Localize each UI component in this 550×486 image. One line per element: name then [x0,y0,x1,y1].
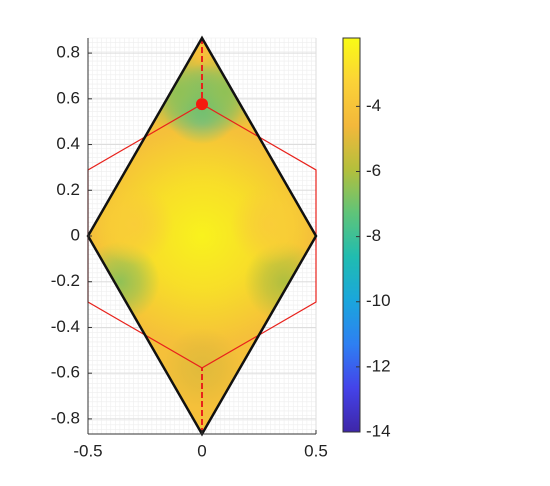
y-tick-label: -0.2 [51,271,80,290]
y-tick-label: 0.8 [56,43,80,62]
x-tick-label: -0.5 [73,441,102,460]
x-tick-label: 0.5 [304,441,328,460]
field-spot [93,184,174,265]
colorbar-tick-label: -6 [366,161,381,180]
x-tick-label: 0 [197,441,206,460]
colorbar-tick-label: -8 [366,226,381,245]
y-tick-label: -0.8 [51,408,80,427]
colorbar-tick-label: -14 [366,421,391,440]
marker [196,98,208,111]
y-tick-label: -0.6 [51,363,80,382]
colorbar-tick-label: -4 [366,96,381,115]
colorbar-tick-label: -12 [366,356,391,375]
colorbar [342,37,361,433]
y-tick-label: -0.4 [51,317,80,336]
colorbar-tick-label: -10 [366,291,391,310]
y-tick-label: 0 [71,225,80,244]
y-tick-label: 0.2 [56,180,80,199]
y-tick-label: 0.6 [56,88,80,107]
y-tick-label: 0.4 [56,134,80,153]
field-spot [230,184,311,265]
